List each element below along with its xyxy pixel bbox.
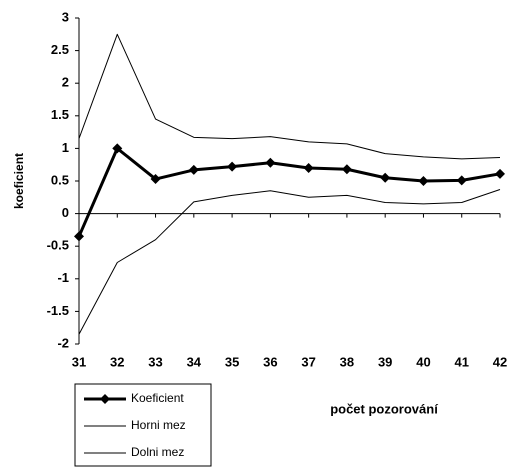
data-point xyxy=(227,161,238,172)
series-line xyxy=(77,146,501,238)
x-tick-label: 34 xyxy=(187,354,202,369)
y-tick-label: -1.5 xyxy=(47,303,69,318)
legend-label: Horni mez xyxy=(131,418,186,432)
data-point xyxy=(380,172,391,183)
y-tick-label: -0.5 xyxy=(47,238,69,253)
legend-label: Koeficient xyxy=(131,391,184,405)
x-tick-label: 36 xyxy=(263,354,277,369)
legend-label: Dolni mez xyxy=(131,445,184,459)
y-tick-label: 0 xyxy=(62,205,69,220)
x-tick-label: 37 xyxy=(301,354,315,369)
data-point xyxy=(495,168,505,179)
x-tick-label: 39 xyxy=(378,354,392,369)
x-tick-label: 38 xyxy=(340,354,354,369)
data-point xyxy=(265,157,276,168)
data-point xyxy=(74,231,84,242)
y-tick-label: 3 xyxy=(62,9,69,24)
y-tick-label: 2 xyxy=(62,75,69,90)
x-tick-label: 35 xyxy=(225,354,239,369)
x-tick-label: 42 xyxy=(493,354,507,369)
x-tick-label: 40 xyxy=(416,354,430,369)
y-tick-label: 0.5 xyxy=(51,172,69,187)
y-tick-label: 2.5 xyxy=(51,42,69,57)
x-tick-label: 33 xyxy=(148,354,162,369)
x-axis-label: počet pozorování xyxy=(330,401,438,416)
x-tick-label: 41 xyxy=(454,354,468,369)
data-point xyxy=(150,174,161,185)
y-tick-label: -2 xyxy=(57,335,69,350)
data-point xyxy=(303,162,314,173)
legend-box xyxy=(74,383,212,467)
legend-marker xyxy=(100,394,110,404)
x-tick-label: 32 xyxy=(110,354,124,369)
data-point xyxy=(112,143,123,154)
data-point xyxy=(188,164,199,175)
data-point xyxy=(418,176,429,186)
y-tick-label: -1 xyxy=(57,270,69,285)
y-tick-label: 1.5 xyxy=(51,107,69,122)
x-tick-label: 31 xyxy=(72,354,86,369)
data-point xyxy=(456,175,467,186)
series-line xyxy=(78,33,501,160)
series-line xyxy=(78,189,501,335)
y-axis-label: koeficient xyxy=(12,153,26,209)
y-tick-label: 1 xyxy=(62,140,69,155)
data-point xyxy=(341,164,352,175)
